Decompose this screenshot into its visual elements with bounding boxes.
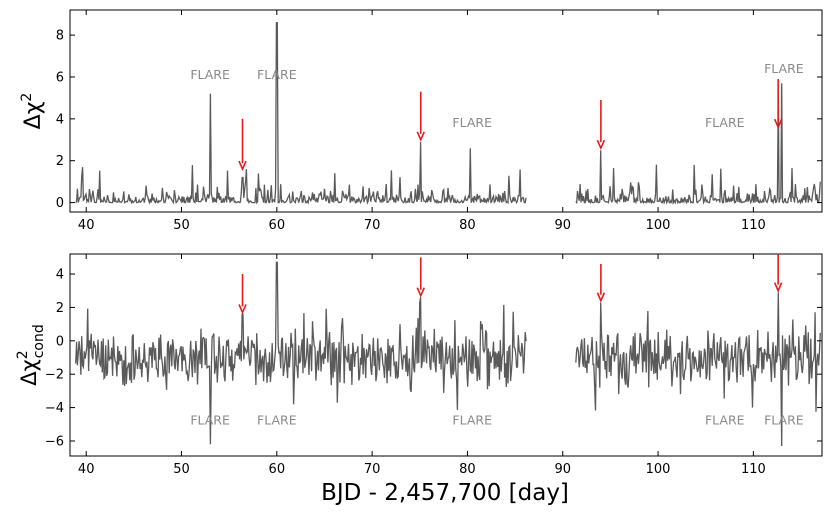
bottom-series-line-0 xyxy=(75,261,527,445)
bottom-panel: 40 50 60 70 80 90 100 110 −6 −4 −2 0 2 4 FLARE FLARE FLA… xyxy=(15,253,823,477)
bottom-flare-label: FLARE xyxy=(190,412,230,427)
bottom-flare-label: FLARE xyxy=(257,412,297,427)
bottom-arrow-head xyxy=(773,282,783,293)
bottom-x-tick-label: 60 xyxy=(269,462,286,477)
top-y-axis-label: Δχ2 xyxy=(19,93,46,130)
top-flare-label: FLARE xyxy=(190,67,230,82)
bottom-y-tick-label: 2 xyxy=(56,301,64,316)
top-x-tick-label: 100 xyxy=(646,218,671,233)
bottom-arrow-head xyxy=(416,287,425,298)
bottom-x-tick-label: 70 xyxy=(364,462,381,477)
bottom-y-tick-label: 4 xyxy=(56,268,64,283)
bottom-y-axis-label: Δχ2cond xyxy=(15,324,47,385)
bottom-y-tick-label: −6 xyxy=(45,434,64,449)
top-x-tick-label: 110 xyxy=(741,218,766,233)
top-arrow-head xyxy=(596,139,606,151)
top-axes-frame xyxy=(69,9,823,213)
top-y-tick-label: 2 xyxy=(56,154,64,169)
top-series-line-0 xyxy=(75,21,527,205)
top-x-tick-label: 50 xyxy=(173,218,190,233)
bottom-x-tick-label: 90 xyxy=(554,462,571,477)
bottom-x-tick-label: 100 xyxy=(646,462,671,477)
top-panel: 40 50 60 70 80 90 100 110 0 2 4 6 8 FLARE FLARE FLARE FL… xyxy=(19,9,823,233)
top-flare-label: FLARE xyxy=(257,67,297,82)
top-arrow-head xyxy=(238,160,247,172)
bottom-flare-label: FLARE xyxy=(764,412,804,427)
top-x-tick-label: 80 xyxy=(459,218,476,233)
top-arrow-head xyxy=(416,131,425,142)
top-flare-label: FLARE xyxy=(452,115,492,130)
bottom-x-tick-label: 110 xyxy=(741,462,766,477)
bottom-series-line-1 xyxy=(575,292,821,447)
top-arrow-head xyxy=(773,118,783,130)
top-y-tick-label: 4 xyxy=(56,112,64,127)
top-x-tick-label: 90 xyxy=(554,218,571,233)
top-flare-label: FLARE xyxy=(705,115,745,130)
top-series-line-1 xyxy=(575,83,821,205)
bottom-x-tick-label: 40 xyxy=(78,462,95,477)
top-flare-label: FLARE xyxy=(764,61,804,76)
bottom-y-tick-label: −4 xyxy=(45,401,64,416)
bottom-x-tick-label: 50 xyxy=(173,462,190,477)
top-x-tick-label: 70 xyxy=(364,218,381,233)
x-axis-label: BJD - 2,457,700 [day] xyxy=(321,480,569,506)
top-y-tick-label: 0 xyxy=(56,196,64,211)
top-y-tick-label: 6 xyxy=(56,70,64,85)
bottom-y-tick-label: 0 xyxy=(56,334,64,349)
bottom-flare-label: FLARE xyxy=(452,412,492,427)
bottom-arrow-head xyxy=(596,292,606,303)
bottom-arrow-head xyxy=(238,304,247,315)
bottom-flare-label: FLARE xyxy=(705,412,745,427)
top-x-tick-label: 60 xyxy=(269,218,286,233)
bottom-y-tick-label: −2 xyxy=(45,368,64,383)
bottom-axes-frame xyxy=(69,253,823,457)
top-y-tick-label: 8 xyxy=(56,29,64,44)
bottom-x-tick-label: 80 xyxy=(459,462,476,477)
top-x-tick-label: 40 xyxy=(78,218,95,233)
